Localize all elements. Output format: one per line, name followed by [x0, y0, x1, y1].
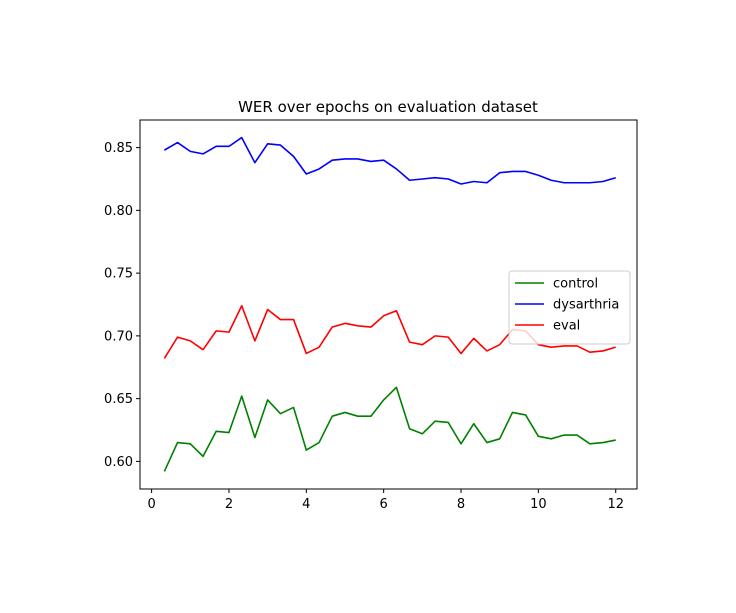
y-tick-label: 0.80 [104, 204, 133, 219]
y-tick-label: 0.65 [104, 392, 133, 407]
legend-label-dysarthria: dysarthria [553, 298, 619, 313]
y-tick-label: 0.85 [104, 141, 133, 156]
x-tick-label: 12 [607, 497, 624, 512]
series-line-eval [163, 304, 616, 359]
series-line-control [163, 386, 616, 472]
y-tick-label: 0.60 [104, 455, 133, 470]
x-tick-label: 2 [225, 497, 233, 512]
y-axis: 0.60 0.65 0.70 0.75 0.80 0.85 [104, 141, 140, 470]
plot-area-frame [139, 119, 638, 490]
x-tick-label: 4 [302, 497, 310, 512]
series-line-dysarthria [163, 136, 616, 185]
y-tick-label: 0.75 [104, 267, 133, 282]
legend-label-eval: eval [553, 319, 580, 334]
x-tick-label: 0 [147, 497, 155, 512]
plot-lines [163, 136, 616, 472]
y-tick-label: 0.70 [104, 329, 133, 344]
x-tick-label: 10 [530, 497, 547, 512]
x-tick-label: 8 [457, 497, 465, 512]
x-axis: 0 2 4 6 8 10 12 [147, 489, 624, 512]
legend-label-control: control [553, 277, 598, 292]
chart-title: WER over epochs on evaluation dataset [238, 98, 538, 116]
x-tick-label: 6 [380, 497, 388, 512]
legend: control dysarthria eval [508, 270, 631, 345]
